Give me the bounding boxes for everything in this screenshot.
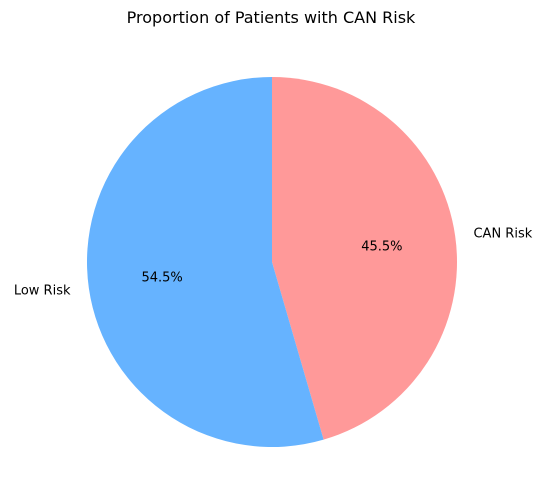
pie-labels: CAN Risk 45.5% Low Risk 54.5%	[14, 226, 533, 298]
slice-label-low-risk: Low Risk	[14, 284, 71, 299]
pie-slice-can-risk	[272, 77, 457, 440]
pie-slice-low-risk	[86, 77, 324, 447]
slice-percent-can-risk: 45.5%	[361, 239, 402, 254]
pie-slices	[86, 77, 457, 447]
chart-title: Proportion of Patients with CAN Risk	[127, 8, 416, 27]
slice-label-can-risk: CAN Risk	[473, 226, 532, 241]
slice-percent-low-risk: 54.5%	[141, 271, 182, 286]
